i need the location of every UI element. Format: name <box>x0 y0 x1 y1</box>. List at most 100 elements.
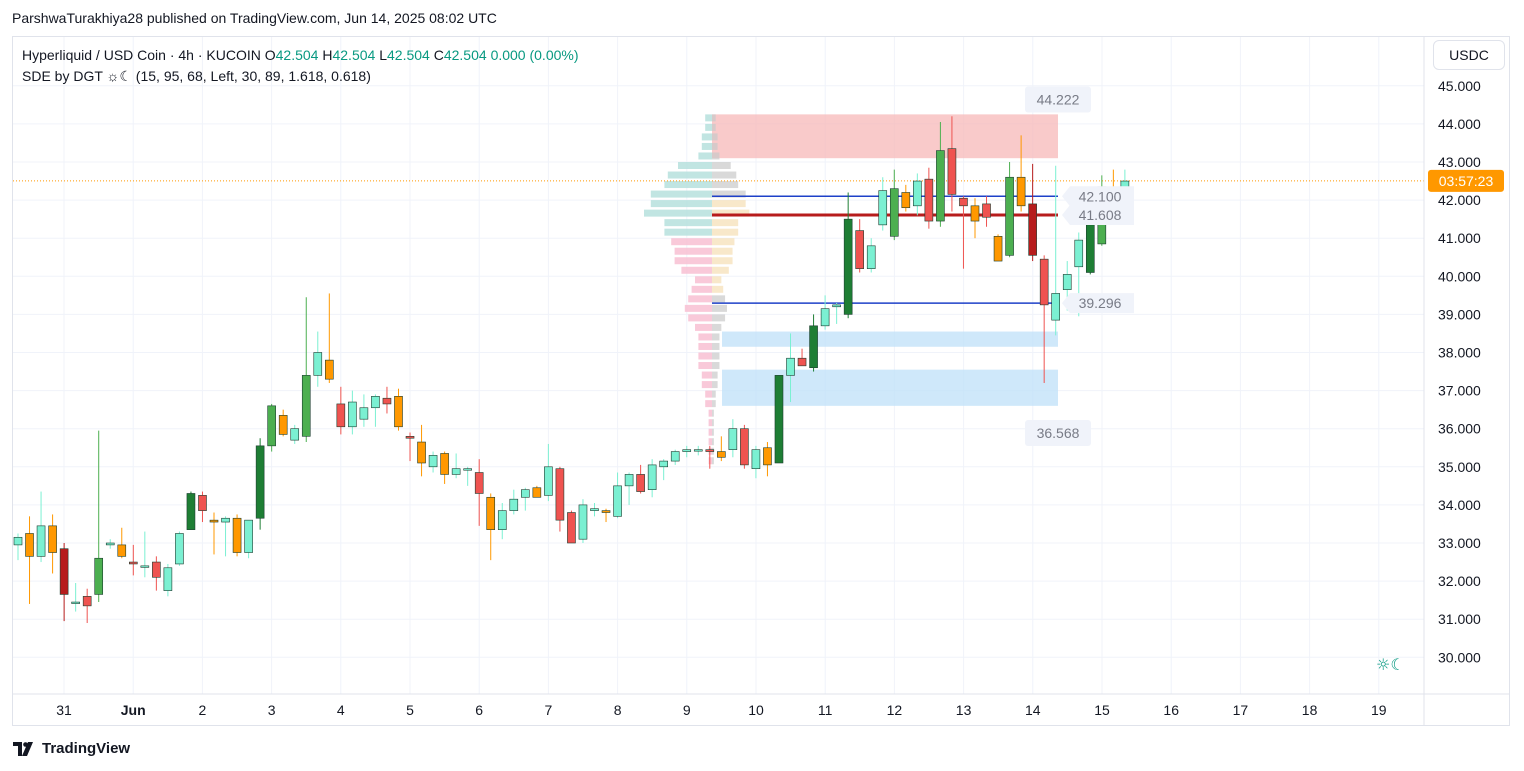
high-value: 42.504 <box>332 47 376 63</box>
profile-bar-left <box>671 238 712 246</box>
profile-bar-right <box>712 457 714 465</box>
candle <box>440 451 449 484</box>
candle-body <box>405 436 415 439</box>
candle <box>117 527 127 559</box>
profile-bar-left <box>698 342 712 350</box>
countdown-badge: 03:57:23 <box>1428 169 1504 192</box>
candle <box>624 472 634 505</box>
chart-frame[interactable] <box>12 36 1510 726</box>
candle-body <box>959 197 968 207</box>
candle-body <box>717 451 726 458</box>
symbol-name[interactable]: Hyperliquid / USD Coin · 4h · KUCOIN <box>22 47 261 63</box>
currency-button[interactable]: USDC <box>1433 40 1505 70</box>
x-tick-label: 7 <box>545 702 553 718</box>
candle-body <box>1062 274 1072 290</box>
candle-body <box>244 519 253 553</box>
candle <box>1028 163 1037 262</box>
candle-body <box>1016 176 1026 207</box>
candle-body <box>198 495 207 511</box>
profile-bar-right <box>712 219 739 227</box>
profile-bar-right <box>712 133 718 141</box>
high-label: H <box>322 47 333 63</box>
candle <box>348 390 357 435</box>
y-tick-label: 37.000 <box>1438 383 1481 399</box>
candle-body <box>1005 176 1014 256</box>
candle <box>71 583 80 612</box>
profile-bar-right <box>712 409 714 417</box>
y-tick-label: 45.000 <box>1438 78 1481 94</box>
candle-body <box>636 474 645 492</box>
profile-bar-left <box>701 371 712 379</box>
y-tick-label: 31.000 <box>1438 611 1481 627</box>
x-tick-label: 10 <box>748 702 764 718</box>
volume-profile <box>644 114 750 465</box>
candle-body <box>820 308 830 327</box>
candle <box>820 295 830 330</box>
profile-bar-right <box>712 200 746 208</box>
candle <box>428 451 438 473</box>
profile-bar-left <box>674 257 712 265</box>
level-value-text: 39.296 <box>1079 295 1122 311</box>
candle <box>198 491 207 523</box>
candle <box>48 514 57 574</box>
profile-bar-left <box>708 409 712 417</box>
indicator-label[interactable]: SDE by DGT ☼☾ (15, 95, 68, Left, 30, 89,… <box>22 68 371 84</box>
y-tick-label: 35.000 <box>1438 459 1481 475</box>
profile-bar-right <box>712 181 739 189</box>
candle-body <box>209 519 219 523</box>
candle-body <box>1085 224 1095 273</box>
x-tick-label: 11 <box>818 702 833 718</box>
candle-body <box>325 359 334 380</box>
candle-body <box>993 235 1003 262</box>
candle <box>129 544 138 576</box>
tradingview-logo[interactable]: TradingView <box>13 740 130 757</box>
candle <box>394 388 403 431</box>
x-tick-label: 16 <box>1163 702 1179 718</box>
candle-body <box>878 190 888 226</box>
y-tick-label: 36.000 <box>1438 421 1481 437</box>
candle <box>705 445 715 469</box>
low-label: L <box>379 47 387 63</box>
svg-text:☼☾: ☼☾ <box>1376 655 1405 674</box>
candle <box>313 331 323 387</box>
profile-bar-right <box>712 314 726 322</box>
candle-body <box>521 489 530 498</box>
profile-bar-right <box>712 352 720 360</box>
demand-zone <box>722 369 1058 406</box>
candle <box>613 472 622 519</box>
candle <box>993 234 1003 262</box>
candle-body <box>348 401 357 428</box>
range-value-text: 44.222 <box>1037 91 1080 107</box>
candle-body <box>474 472 484 494</box>
candle-body <box>670 451 680 462</box>
candle-body <box>590 508 599 511</box>
profile-bar-left <box>708 428 712 436</box>
x-tick-label: 8 <box>614 702 622 718</box>
candle-body <box>555 468 565 521</box>
profile-bar-right <box>712 171 737 179</box>
candle <box>221 516 230 557</box>
sun-moon-icon[interactable]: ☼☾ <box>1376 655 1405 674</box>
x-tick-label: 5 <box>406 702 414 718</box>
candle-body <box>290 428 300 441</box>
candle <box>647 459 657 498</box>
candle <box>1039 255 1049 383</box>
profile-bar-right <box>712 381 718 389</box>
profile-bar-left <box>644 209 712 217</box>
candle-body <box>497 510 507 530</box>
candle <box>486 493 496 561</box>
x-tick-label: 18 <box>1302 702 1318 718</box>
open-label: O <box>264 47 276 63</box>
candle-body <box>1028 203 1037 256</box>
profile-bar-right <box>712 342 720 350</box>
candle <box>843 192 853 319</box>
profile-bar-right <box>712 238 735 246</box>
profile-bar-right <box>712 142 718 150</box>
countdown-text: 03:57:23 <box>1439 173 1494 189</box>
axis-layer: 30.000 31.000 32.000 33.000 34.000 35.000 36.0… <box>13 37 1510 726</box>
candle <box>1051 165 1060 336</box>
candle <box>244 519 253 559</box>
candle-body <box>451 468 461 475</box>
candle <box>175 531 184 566</box>
